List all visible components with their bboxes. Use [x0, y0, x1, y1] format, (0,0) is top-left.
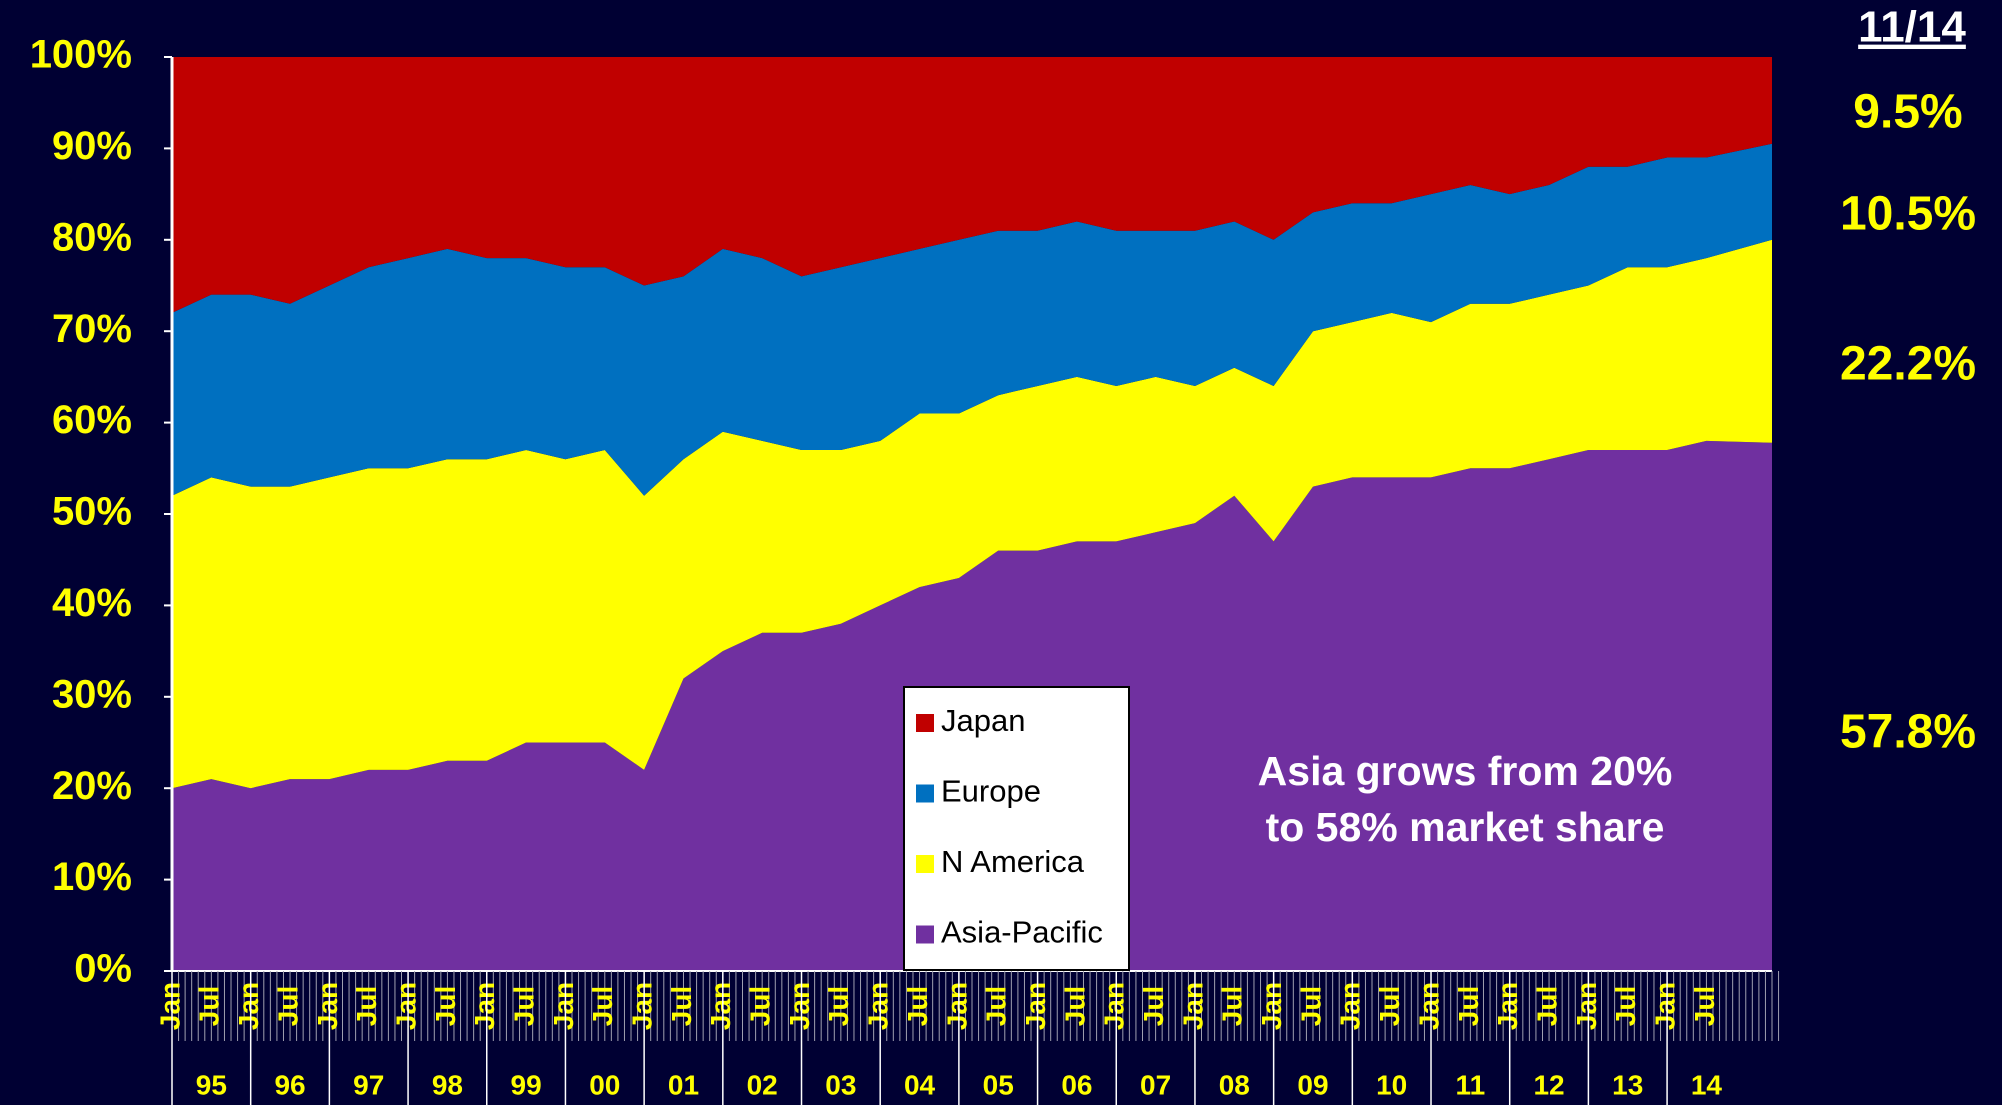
x-tick-label: Jul — [1217, 986, 1248, 1026]
x-tick-label: Jan — [627, 982, 658, 1030]
x-tick-label: Jan — [1099, 982, 1130, 1030]
year-label: 95 — [196, 1069, 227, 1100]
x-tick-label: Jan — [941, 982, 972, 1030]
area — [172, 57, 1772, 313]
y-tick-label: 60% — [52, 398, 132, 442]
year-label: 12 — [1533, 1069, 1564, 1100]
end-value-label: 10.5% — [1840, 188, 1976, 241]
x-tick-label: Jul — [745, 986, 776, 1026]
legend-label: N America — [941, 844, 1085, 879]
x-tick-label: Jul — [430, 986, 461, 1026]
legend-swatch — [916, 714, 934, 732]
x-tick-label: Jul — [351, 986, 382, 1026]
y-tick-label: 70% — [52, 307, 132, 351]
y-tick-label: 40% — [52, 581, 132, 625]
year-label: 03 — [825, 1069, 856, 1100]
y-tick-label: 0% — [74, 947, 132, 991]
year-label: 10 — [1376, 1069, 1407, 1100]
year-label: 14 — [1691, 1069, 1723, 1100]
x-tick-label: Jan — [1020, 982, 1051, 1030]
x-tick-label: Jan — [312, 982, 343, 1030]
x-tick-label: Jul — [1610, 986, 1641, 1026]
x-tick-label: Jul — [1138, 986, 1169, 1026]
x-tick-label: Jan — [863, 982, 894, 1030]
area — [172, 239, 1772, 789]
x-tick-label: Jul — [1295, 986, 1326, 1026]
end-value-label: 22.2% — [1840, 338, 1976, 391]
legend-label: Asia-Pacific — [941, 915, 1103, 950]
x-tick-label: Jan — [154, 982, 185, 1030]
x-tick-label: Jan — [1492, 982, 1523, 1030]
x-tick-label: Jan — [1571, 982, 1602, 1030]
area — [172, 143, 1772, 496]
y-tick-label: 50% — [52, 490, 132, 534]
year-label: 99 — [511, 1069, 542, 1100]
year-label: 07 — [1140, 1069, 1171, 1100]
year-label: 05 — [983, 1069, 1014, 1100]
legend-swatch — [916, 784, 934, 803]
x-tick-label: Jan — [1177, 982, 1208, 1030]
year-label: 09 — [1297, 1069, 1328, 1100]
year-label: 08 — [1219, 1069, 1250, 1100]
x-tick-label: Jan — [1335, 982, 1366, 1030]
x-tick-label: Jul — [1531, 986, 1562, 1026]
x-tick-label: Jul — [666, 986, 697, 1026]
legend-label: Japan — [941, 703, 1025, 738]
x-tick-label: Jul — [1689, 986, 1720, 1026]
year-label: 02 — [747, 1069, 778, 1100]
legend-swatch — [916, 855, 934, 873]
x-tick-label: Jul — [1453, 986, 1484, 1026]
end-value-label: 9.5% — [1853, 86, 1962, 139]
annotation: Asia grows from 20% — [1258, 748, 1673, 794]
year-label: 97 — [353, 1069, 384, 1100]
x-tick-label: Jan — [1256, 982, 1287, 1030]
end-value-label: 57.8% — [1840, 706, 1976, 759]
y-tick-label: 30% — [52, 672, 132, 716]
year-label: 96 — [274, 1069, 305, 1100]
x-tick-label: Jan — [1649, 982, 1680, 1030]
y-tick-label: 100% — [30, 33, 132, 77]
year-label: 13 — [1612, 1069, 1643, 1100]
x-tick-label: Jan — [784, 982, 815, 1030]
x-tick-label: Jan — [705, 982, 736, 1030]
x-tick-label: Jan — [390, 982, 421, 1030]
year-label: 11 — [1456, 1069, 1486, 1100]
year-label: 00 — [589, 1069, 620, 1100]
x-tick-label: Jan — [548, 982, 579, 1030]
x-tick-label: Jul — [823, 986, 854, 1026]
x-tick-label: Jul — [508, 986, 539, 1026]
y-tick-label: 10% — [52, 855, 132, 899]
y-tick-label: 20% — [52, 764, 132, 808]
year-label: 06 — [1061, 1069, 1092, 1100]
legend-label: Europe — [941, 774, 1041, 809]
legend-swatch — [916, 925, 934, 944]
x-tick-label: Jul — [272, 986, 303, 1026]
x-tick-label: Jul — [587, 986, 618, 1026]
x-tick-label: Jan — [1413, 982, 1444, 1030]
annotation: to 58% market share — [1266, 804, 1665, 850]
y-tick-label: 80% — [52, 215, 132, 259]
year-label: 98 — [432, 1069, 463, 1100]
x-tick-label: Jan — [469, 982, 500, 1030]
x-tick-label: Jul — [902, 986, 933, 1026]
x-tick-label: Jul — [1374, 986, 1405, 1026]
x-tick-label: Jul — [1059, 986, 1090, 1026]
x-tick-label: Jul — [194, 986, 225, 1026]
y-tick-label: 90% — [52, 124, 132, 168]
x-tick-label: Jul — [981, 986, 1012, 1026]
header: 11/14 — [1858, 3, 1966, 52]
legend-box — [903, 686, 1130, 971]
year-label: 01 — [668, 1069, 699, 1100]
year-label: 04 — [904, 1069, 936, 1100]
x-tick-label: Jan — [233, 982, 264, 1030]
